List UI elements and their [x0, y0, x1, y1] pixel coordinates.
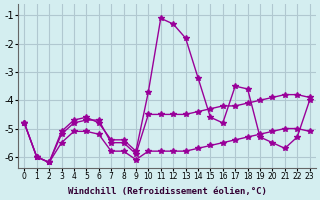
X-axis label: Windchill (Refroidissement éolien,°C): Windchill (Refroidissement éolien,°C)	[68, 187, 266, 196]
